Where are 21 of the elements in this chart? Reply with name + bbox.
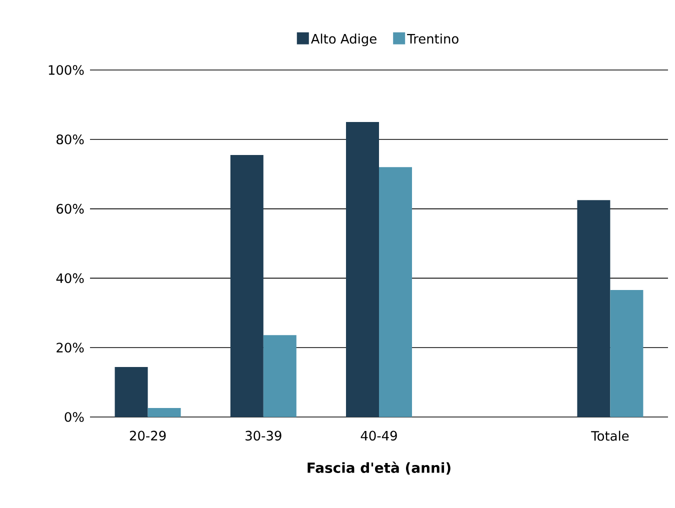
bar (114, 367, 148, 417)
y-tick-label: 100% (48, 65, 84, 75)
x-tick-label: 40-49 (360, 430, 397, 441)
x-axis-title: Fascia d'età (anni) (308, 462, 450, 475)
legend-label: Alto Adige (310, 34, 376, 46)
legend-label: Trentino (407, 34, 458, 44)
y-tick-label: 20% (56, 342, 84, 352)
y-tick-label: 40% (56, 273, 84, 284)
bar (230, 155, 264, 417)
x-tick-label: 20-29 (130, 430, 166, 441)
bar (346, 122, 380, 417)
x-tick-label: 30-39 (246, 430, 282, 441)
bar (148, 408, 181, 417)
bar (577, 200, 610, 417)
bar (610, 290, 644, 417)
x-tick-label: Totale (591, 430, 629, 441)
y-tick-label: 60% (56, 204, 84, 214)
bar (263, 335, 296, 417)
y-tick-label: 80% (56, 134, 84, 144)
bar (379, 167, 412, 417)
y-tick-label: 0% (64, 412, 84, 422)
